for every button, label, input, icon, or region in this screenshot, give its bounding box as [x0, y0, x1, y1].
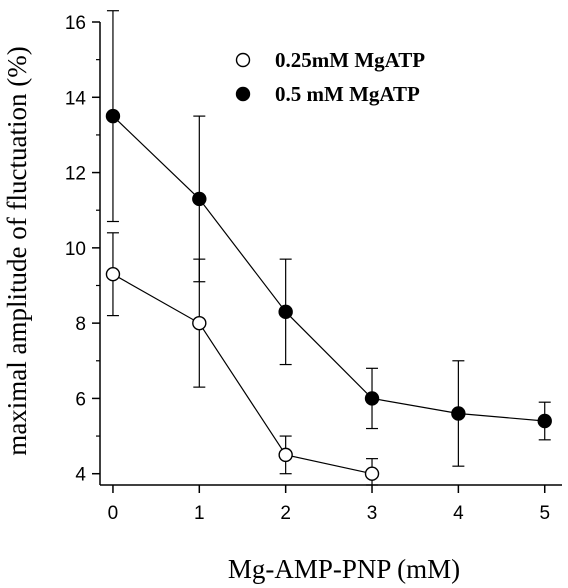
- y-tick-label: 4: [75, 465, 86, 486]
- y-tick-label: 10: [65, 239, 86, 260]
- data-point: [105, 108, 121, 124]
- y-tick-label: 14: [65, 88, 87, 109]
- x-tick-label: 1: [194, 503, 205, 524]
- series-2: [105, 10, 552, 467]
- data-point: [278, 304, 293, 320]
- x-tick-label: 5: [539, 503, 550, 524]
- series-1: [105, 232, 380, 486]
- data-point: [105, 267, 121, 282]
- x-tick-label: 3: [367, 503, 378, 524]
- plot-area: [99, 22, 562, 486]
- data-point: [192, 191, 207, 207]
- x-tick-label: 4: [453, 503, 464, 524]
- y-tick-label: 8: [75, 314, 86, 335]
- y-tick-label: 12: [65, 164, 86, 185]
- y-tick-label: 16: [65, 13, 86, 34]
- legend-label: 0.5 mM MgATP: [275, 82, 420, 106]
- series-line: [112, 115, 545, 422]
- legend-label: 0.25mM MgATP: [275, 48, 425, 72]
- data-point: [192, 315, 207, 331]
- data-point: [278, 447, 293, 463]
- x-tick-label: 0: [108, 503, 119, 524]
- x-tick-label: 2: [280, 503, 291, 524]
- series-line: [112, 273, 373, 475]
- legend-marker: [235, 86, 251, 102]
- data-point: [364, 466, 380, 481]
- data-point: [537, 413, 552, 429]
- data-point: [451, 406, 466, 421]
- series-layer: [105, 10, 552, 486]
- y-tick-label: 6: [75, 389, 86, 410]
- y-axis-label: maximal amplitude of fluctuation (%): [2, 46, 32, 455]
- data-point: [364, 391, 380, 406]
- legend-marker: [235, 52, 251, 68]
- x-axis-label: Mg-AMP-PNP (mM): [228, 554, 460, 584]
- legend: 0.25mM MgATP 0.5 mM MgATP: [235, 48, 425, 106]
